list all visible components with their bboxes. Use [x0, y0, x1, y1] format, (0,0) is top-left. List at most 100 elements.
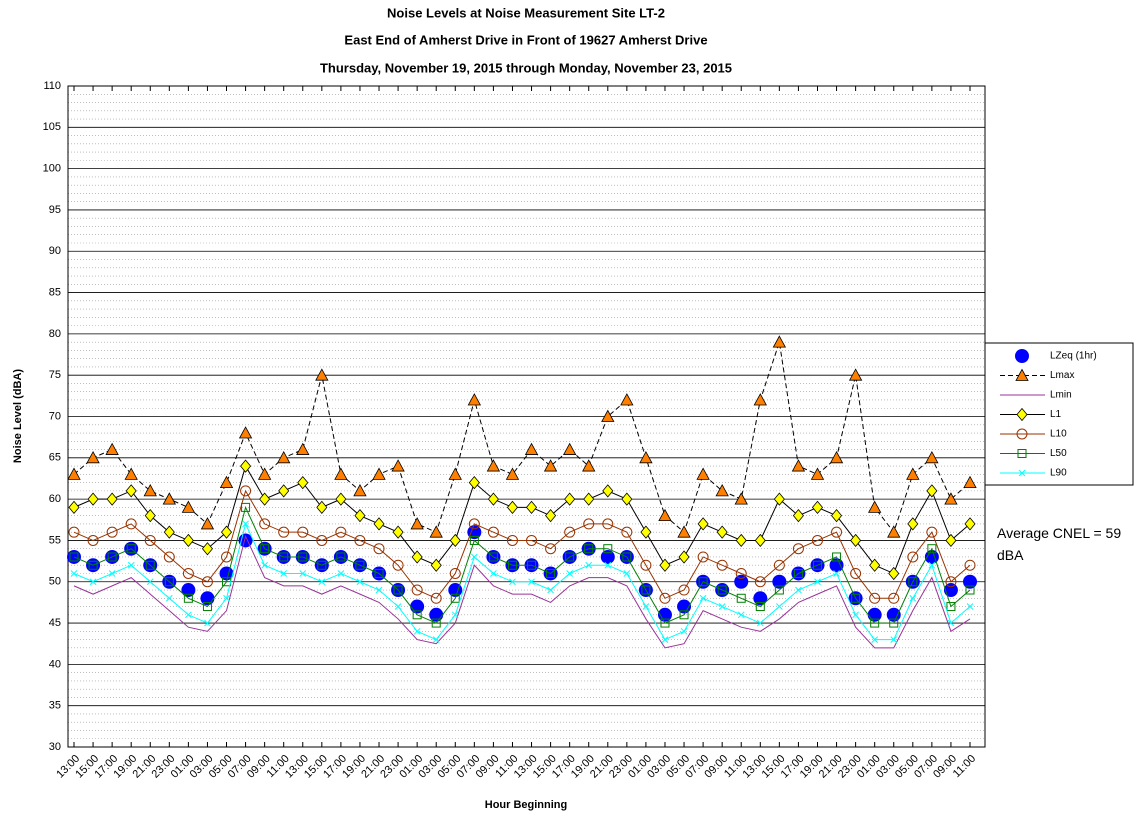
point	[280, 570, 288, 577]
legend-marker	[1016, 428, 1028, 440]
point	[449, 533, 461, 548]
point	[354, 534, 366, 546]
point	[566, 570, 574, 577]
point	[70, 570, 78, 577]
point	[677, 599, 692, 614]
point	[86, 450, 100, 464]
point	[887, 525, 901, 538]
point	[182, 567, 194, 579]
point	[621, 526, 633, 538]
point	[69, 552, 79, 562]
legend-item: L50	[1000, 448, 1067, 459]
point	[410, 517, 424, 530]
point	[850, 533, 862, 548]
point	[829, 450, 844, 464]
legend-marker	[1015, 349, 1029, 363]
point	[524, 442, 539, 455]
point	[793, 568, 803, 578]
point	[411, 550, 423, 564]
point	[467, 525, 482, 540]
point	[697, 551, 709, 563]
point	[505, 467, 520, 480]
point	[353, 484, 367, 497]
point	[640, 525, 652, 539]
point	[870, 618, 880, 628]
point	[336, 552, 346, 562]
legend-label: L1	[1050, 409, 1062, 420]
point	[772, 574, 787, 589]
point	[582, 459, 596, 472]
point	[888, 566, 900, 581]
point	[906, 467, 920, 480]
point	[164, 577, 174, 587]
point	[449, 567, 461, 579]
y-tick-label: 35	[49, 700, 61, 712]
legend-label: L50	[1050, 448, 1067, 459]
point	[201, 542, 213, 556]
point	[583, 518, 595, 530]
point	[716, 559, 728, 571]
point	[814, 578, 821, 586]
y-tick-label: 45	[49, 617, 61, 629]
point	[297, 526, 309, 538]
point	[869, 592, 881, 604]
point	[299, 570, 307, 577]
series	[68, 485, 976, 604]
point	[810, 467, 825, 480]
y-axis-label: Noise Level (dBA)	[12, 369, 24, 463]
point	[545, 509, 557, 523]
point	[430, 592, 442, 604]
point	[963, 574, 977, 589]
point	[868, 500, 882, 513]
y-tick-label: 55	[49, 534, 61, 546]
point	[734, 492, 748, 505]
point	[871, 636, 879, 643]
point	[527, 560, 537, 570]
y-tick-label: 50	[49, 576, 61, 588]
point	[219, 475, 234, 488]
x-axis-label: Hour Beginning	[485, 799, 568, 811]
point	[623, 570, 631, 577]
point	[697, 517, 709, 531]
y-tick-label: 105	[43, 121, 61, 133]
point	[791, 459, 806, 472]
point	[257, 467, 272, 480]
point	[374, 568, 384, 578]
point	[335, 526, 347, 538]
point	[413, 627, 421, 635]
legend-item: Lmin	[1000, 390, 1072, 401]
point	[469, 535, 479, 545]
point	[238, 426, 253, 439]
point	[756, 619, 764, 627]
point	[315, 368, 329, 381]
point	[335, 492, 347, 506]
point	[202, 602, 212, 612]
point	[201, 576, 213, 588]
legend-label: Lmin	[1050, 390, 1072, 401]
point	[698, 577, 708, 587]
point	[223, 594, 230, 602]
point	[144, 509, 156, 523]
point	[163, 551, 175, 563]
point	[393, 585, 403, 595]
point	[776, 603, 783, 610]
point	[716, 525, 728, 539]
y-tick-label: 70	[49, 410, 61, 422]
point	[391, 459, 405, 472]
point	[945, 533, 957, 548]
point	[886, 607, 901, 622]
point	[565, 552, 575, 562]
point	[601, 409, 615, 422]
point	[221, 551, 233, 563]
point	[772, 335, 787, 348]
point	[487, 492, 499, 506]
point	[963, 475, 977, 488]
point	[146, 578, 154, 586]
point	[947, 619, 955, 627]
point	[355, 560, 365, 570]
point	[660, 618, 670, 628]
point	[928, 561, 936, 569]
point	[392, 525, 404, 539]
point	[204, 619, 211, 627]
